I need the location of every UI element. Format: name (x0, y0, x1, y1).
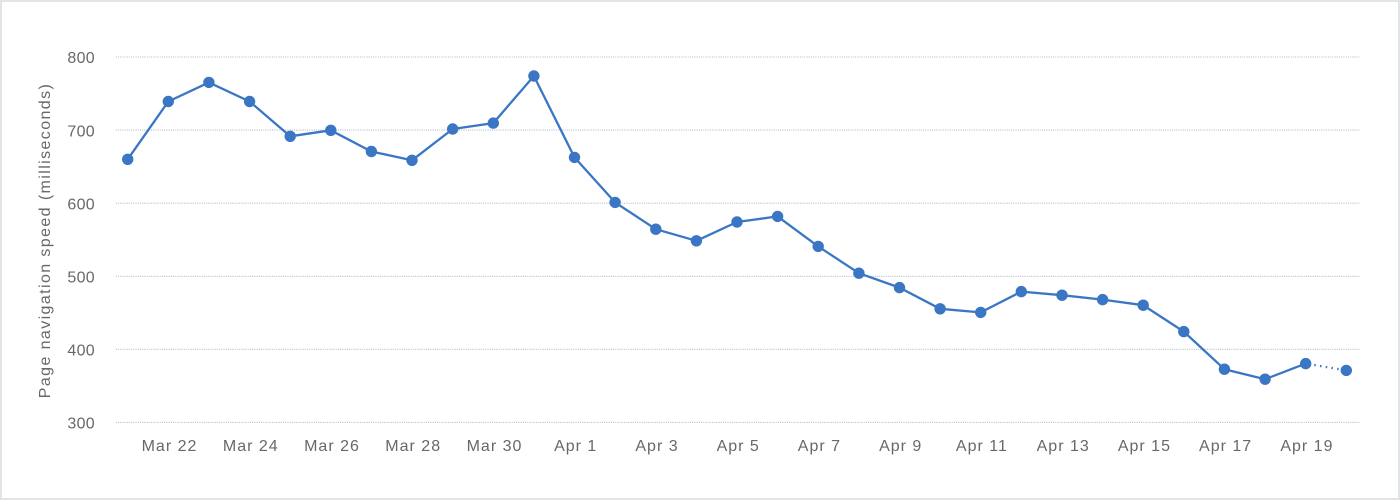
svg-text:500: 500 (67, 270, 95, 287)
svg-text:Apr 1: Apr 1 (554, 438, 597, 455)
svg-text:Apr 3: Apr 3 (635, 438, 678, 455)
svg-text:Apr 13: Apr 13 (1037, 438, 1090, 455)
svg-text:Mar 30: Mar 30 (467, 438, 523, 455)
svg-text:Mar 26: Mar 26 (304, 438, 360, 455)
svg-text:Mar 28: Mar 28 (385, 438, 441, 455)
svg-text:Apr 11: Apr 11 (956, 438, 1008, 455)
svg-text:Apr 9: Apr 9 (879, 438, 922, 455)
svg-text:700: 700 (67, 123, 95, 140)
svg-text:Apr 15: Apr 15 (1118, 438, 1171, 455)
svg-text:Apr 5: Apr 5 (717, 438, 760, 455)
svg-text:Apr 7: Apr 7 (798, 438, 841, 455)
svg-text:Apr 17: Apr 17 (1199, 438, 1252, 455)
svg-text:400: 400 (67, 343, 95, 360)
svg-text:800: 800 (67, 50, 95, 67)
svg-text:Apr 19: Apr 19 (1280, 438, 1333, 455)
svg-text:Page navigation speed (millise: Page navigation speed (milliseconds) (37, 83, 54, 398)
svg-text:Mar 22: Mar 22 (142, 438, 198, 455)
svg-text:300: 300 (67, 416, 95, 433)
svg-text:600: 600 (67, 196, 95, 213)
svg-text:Mar 24: Mar 24 (223, 438, 279, 455)
